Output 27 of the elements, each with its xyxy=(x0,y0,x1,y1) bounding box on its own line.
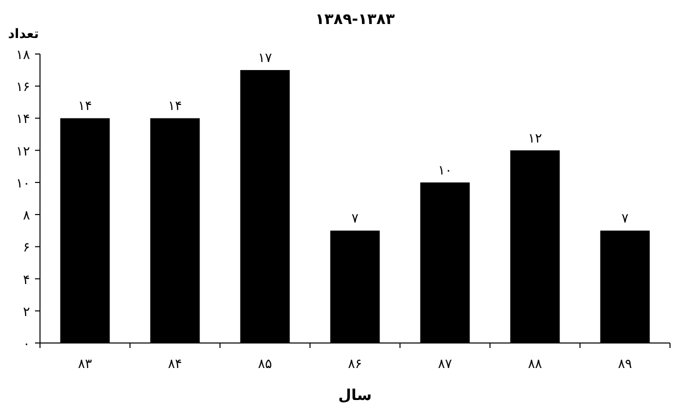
x-tick-label: ۸۴ xyxy=(168,357,182,372)
y-tick-label: ۱۴ xyxy=(16,112,30,128)
y-tick-label: ۱۶ xyxy=(16,80,30,96)
chart-title: ۱۳۸۹-۱۳۸۳ xyxy=(315,10,395,28)
y-tick-label: ۶ xyxy=(23,240,30,256)
y-tick-label: ۰ xyxy=(23,337,30,352)
x-tick-label: ۸۵ xyxy=(258,357,272,372)
data-label: ۱۰ xyxy=(438,163,452,178)
x-tick-label: ۸۶ xyxy=(348,357,362,372)
data-label: ۱۲ xyxy=(528,131,542,146)
y-tick-label: ۲ xyxy=(23,304,30,320)
data-label: ۷ xyxy=(352,212,359,227)
data-label: ۱۴ xyxy=(168,99,182,114)
x-axis-title: سال xyxy=(338,386,372,404)
data-label: ۱۴ xyxy=(78,99,92,114)
y-tick-label: ۴ xyxy=(23,272,30,288)
data-label: ۱۷ xyxy=(258,51,272,66)
x-tick-label: ۸۳ xyxy=(78,357,92,372)
y-tick-label: ۱۲ xyxy=(16,144,30,160)
y-axis-title: تعداد xyxy=(8,27,39,42)
y-tick-label: ۱۰ xyxy=(16,176,30,192)
x-tick-label: ۸۸ xyxy=(528,357,542,372)
data-label: ۷ xyxy=(622,212,629,227)
x-tick-label: ۸۹ xyxy=(618,357,632,372)
y-tick-label: ۸ xyxy=(23,208,30,224)
y-tick-label: ۱۸ xyxy=(16,48,30,63)
x-tick-label: ۸۷ xyxy=(438,357,452,372)
